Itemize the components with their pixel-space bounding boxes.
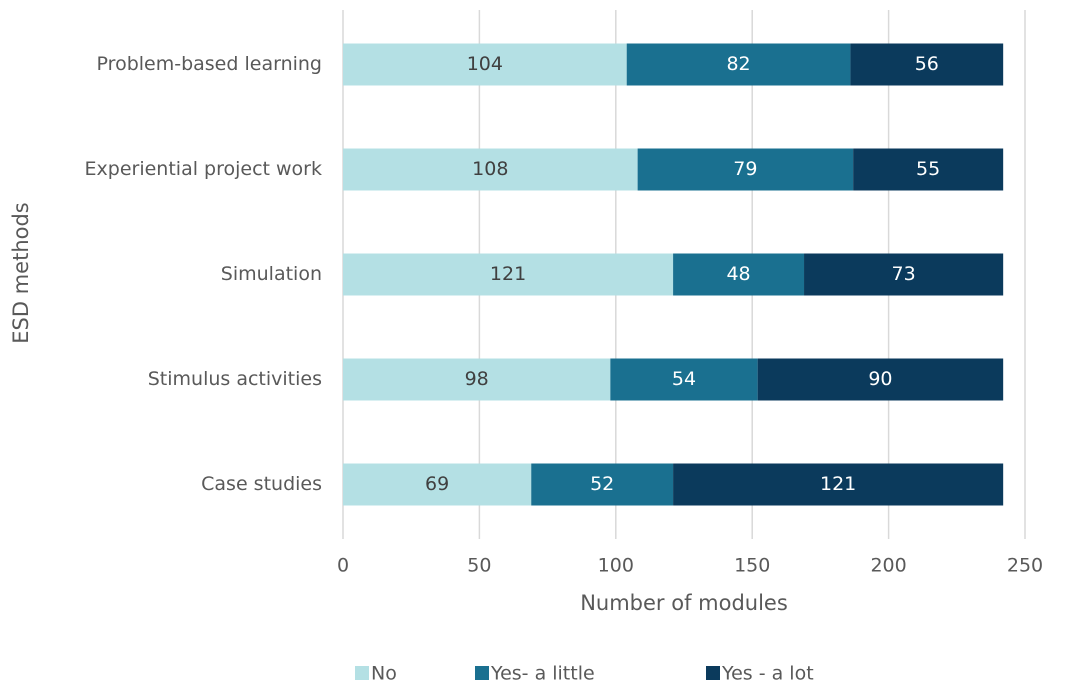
data-label: 79 — [733, 158, 757, 180]
bar-segment — [343, 463, 532, 506]
y-tick-label: Simulation — [221, 263, 322, 285]
legend-label: Yes - a lot — [721, 663, 814, 685]
data-label: 90 — [868, 368, 892, 390]
legend-swatch — [355, 666, 369, 680]
x-tick-label: 200 — [870, 555, 906, 577]
data-label: 54 — [672, 368, 696, 390]
data-label: 56 — [915, 53, 939, 75]
data-label: 98 — [465, 368, 489, 390]
y-tick-label: Case studies — [201, 473, 322, 495]
legend-label: Yes- a little — [490, 663, 595, 685]
y-axis-label: ESD methods — [9, 202, 33, 343]
y-tick-label: Experiential project work — [85, 158, 322, 180]
x-tick-label: 250 — [1007, 555, 1043, 577]
x-tick-label: 50 — [467, 555, 491, 577]
legend-label: No — [371, 663, 397, 685]
x-tick-label: 0 — [337, 555, 349, 577]
bar-segment — [626, 43, 851, 86]
bar-segment — [850, 43, 1004, 86]
bar-segment — [610, 358, 758, 401]
bar-segment — [531, 463, 674, 506]
data-label: 48 — [726, 263, 750, 285]
data-label: 55 — [916, 158, 940, 180]
x-tick-label: 150 — [734, 555, 770, 577]
bar-segment — [343, 358, 611, 401]
data-label: 69 — [425, 473, 449, 495]
bar-segment — [637, 148, 854, 191]
bar-segment — [673, 463, 1004, 506]
data-label: 121 — [490, 263, 526, 285]
data-label: 82 — [726, 53, 750, 75]
x-axis-label: Number of modules — [580, 591, 788, 615]
bar-segment — [673, 253, 805, 296]
bar-segment — [757, 358, 1004, 401]
bar-segment — [343, 43, 627, 86]
data-label: 108 — [472, 158, 508, 180]
legend-swatch — [706, 666, 720, 680]
legend-swatch — [475, 666, 489, 680]
data-label: 104 — [467, 53, 503, 75]
x-tick-label: 100 — [598, 555, 634, 577]
data-label: 52 — [590, 473, 614, 495]
data-label: 121 — [820, 473, 856, 495]
bar-segment — [853, 148, 1004, 191]
bar-segment — [343, 253, 674, 296]
data-label: 73 — [892, 263, 916, 285]
bar-segment — [804, 253, 1004, 296]
bar-segment — [343, 148, 638, 191]
y-tick-label: Problem-based learning — [97, 53, 322, 75]
y-tick-label: Stimulus activities — [148, 368, 322, 390]
